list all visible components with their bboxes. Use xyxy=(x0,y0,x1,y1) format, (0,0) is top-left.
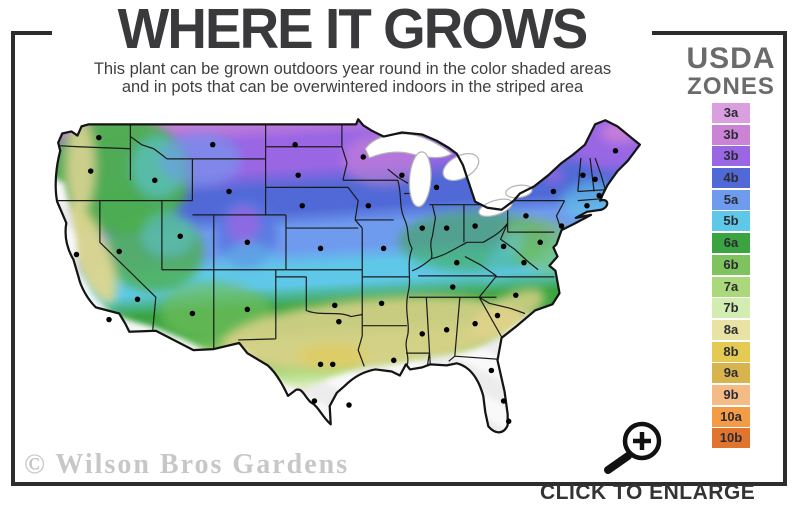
zone-swatch-2: 3b xyxy=(712,146,750,167)
planting-dot-52 xyxy=(500,398,507,404)
planting-dot-26 xyxy=(378,300,385,307)
planting-dot-22 xyxy=(433,184,440,191)
planting-dot-41 xyxy=(580,172,586,178)
zone-swatch-1: 3b xyxy=(712,124,750,145)
planting-dot-44 xyxy=(584,202,590,209)
planting-dot-37 xyxy=(550,188,557,195)
zone-swatch-14: 10a xyxy=(712,406,750,427)
planting-dot-48 xyxy=(346,402,352,408)
zone-swatch-7: 6b xyxy=(712,254,750,275)
zone-swatch-10: 8a xyxy=(712,319,750,340)
planting-dot-38 xyxy=(558,223,565,229)
planting-dot-47 xyxy=(311,398,318,404)
zone-swatch-3: 4b xyxy=(712,168,750,189)
planting-dot-27 xyxy=(450,284,456,290)
legend-heading-zones: ZONES xyxy=(687,73,775,100)
planting-dot-8 xyxy=(226,188,232,195)
subtitle-line-1: This plant can be grown outdoors year ro… xyxy=(93,60,612,78)
zone-swatch-8: 7a xyxy=(712,276,750,297)
subtitle: This plant can be grown outdoors year ro… xyxy=(30,60,675,96)
planting-dot-35 xyxy=(500,243,507,250)
zone-map-svg xyxy=(54,118,641,434)
planting-dot-25 xyxy=(472,223,478,229)
usda-zones-legend: USDA ZONES 3a 3b 3b 4b 5a 5b 6a 6b 7a 7b 8a 8b 9a 9b 1… xyxy=(678,44,784,450)
zone-swatch-9: 7b xyxy=(712,298,750,319)
planting-location-dots xyxy=(73,134,619,425)
planting-dot-18 xyxy=(380,245,387,252)
planting-dot-13 xyxy=(292,141,298,148)
planting-dot-49 xyxy=(332,302,338,309)
planting-dot-3 xyxy=(106,316,112,323)
watermark: © Wilson Bros Gardens xyxy=(24,449,350,480)
planting-dot-30 xyxy=(443,327,450,333)
zone-swatch-5: 5b xyxy=(712,211,750,232)
planting-dot-46 xyxy=(330,361,336,368)
click-to-enlarge-control[interactable]: CLICK TO ENLARGE xyxy=(540,412,756,505)
zone-swatch-0: 3a xyxy=(712,103,750,123)
legend-heading-usda: USDA xyxy=(686,42,776,75)
zone-swatch-6: 6a xyxy=(712,233,750,254)
header: WHERE IT GROWS xyxy=(52,0,652,58)
planting-dot-5 xyxy=(134,296,141,302)
planting-dot-24 xyxy=(443,225,450,231)
zone-color-scale: 3a 3b 3b 4b 5a 5b 6a 6b 7a 7b 8a 8b 9a 9b 10a 10b xyxy=(712,103,750,449)
lake-ontario xyxy=(505,184,533,199)
planting-dot-15 xyxy=(299,202,305,209)
click-to-enlarge-label[interactable]: CLICK TO ENLARGE xyxy=(540,481,756,504)
planting-dot-14 xyxy=(295,172,301,178)
planting-dot-1 xyxy=(87,168,94,174)
zone-swatch-12: 9a xyxy=(712,363,750,384)
planting-dot-12 xyxy=(244,306,251,313)
planting-dot-17 xyxy=(336,318,342,325)
planting-dot-50 xyxy=(391,357,397,364)
zone-swatch-4: 5a xyxy=(712,189,750,210)
state-borders xyxy=(55,124,610,367)
planting-dot-42 xyxy=(592,176,598,182)
planting-dot-29 xyxy=(419,331,425,337)
planting-dot-43 xyxy=(596,192,602,199)
planting-dot-4 xyxy=(116,248,122,255)
planting-dot-21 xyxy=(399,172,405,178)
page-title: WHERE IT GROWS xyxy=(117,0,589,61)
planting-dot-7 xyxy=(210,141,216,148)
planting-dot-31 xyxy=(472,320,478,327)
planting-dot-45 xyxy=(317,361,324,368)
lake-superior xyxy=(364,133,453,159)
planting-dot-20 xyxy=(360,154,366,160)
planting-dot-39 xyxy=(537,239,543,246)
planting-dot-32 xyxy=(494,312,501,319)
zone-swatch-15: 10b xyxy=(712,428,750,449)
great-lakes xyxy=(364,133,533,217)
planting-dot-40 xyxy=(612,148,619,154)
magnifier-plus-icon xyxy=(604,421,662,474)
planting-dot-9 xyxy=(177,233,183,239)
zone-swatch-11: 8b xyxy=(712,341,750,362)
zone-swatch-13: 9b xyxy=(712,384,750,405)
planting-dot-2 xyxy=(73,251,80,258)
planting-dot-19 xyxy=(365,202,372,209)
planting-dot-28 xyxy=(454,259,460,266)
usda-zone-map[interactable] xyxy=(48,104,648,464)
planting-dot-0 xyxy=(96,134,102,141)
lake-michigan xyxy=(408,151,432,208)
planting-dot-33 xyxy=(513,292,519,298)
planting-dot-53 xyxy=(505,418,512,425)
subtitle-line-2: and in pots that can be overwintered ind… xyxy=(121,78,584,96)
planting-dot-11 xyxy=(189,310,196,317)
planting-dot-10 xyxy=(244,239,251,246)
planting-dot-36 xyxy=(523,213,529,219)
planting-dot-23 xyxy=(419,225,425,231)
planting-dot-34 xyxy=(521,259,527,266)
planting-dot-6 xyxy=(152,177,158,184)
planting-dot-16 xyxy=(317,245,324,252)
planting-dot-51 xyxy=(488,367,495,374)
